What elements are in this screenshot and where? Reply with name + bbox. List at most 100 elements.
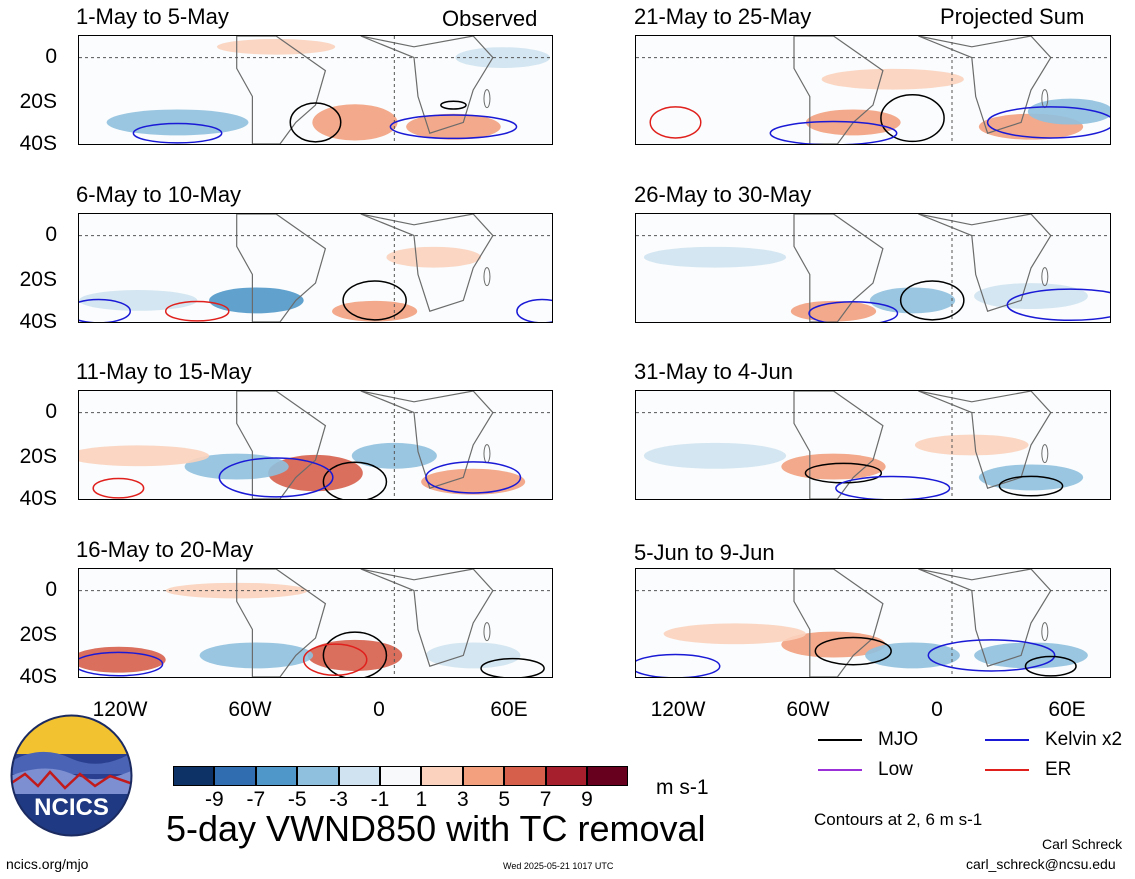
- legend-line-kelvin: [985, 739, 1029, 741]
- anomaly-shading: [79, 445, 210, 467]
- lon-label-60w: 60W: [228, 698, 272, 721]
- wave-contour: [389, 114, 518, 140]
- anomaly-shading: [643, 246, 787, 268]
- colorbar-swatch: [255, 766, 298, 786]
- map-panel-left-4: [78, 568, 553, 678]
- anomaly-shading: [663, 623, 806, 645]
- wave-contour: [132, 122, 223, 144]
- legend-line-mjo: [818, 739, 862, 741]
- south-america-coastline: [236, 391, 327, 499]
- anomaly-shading: [79, 646, 166, 673]
- legend-label-mjo: MJO: [878, 729, 919, 750]
- wave-contour: [835, 475, 951, 499]
- colorbar-tick-label: -7: [246, 788, 266, 811]
- panel-title-right-4: 5-Jun to 9-Jun: [634, 540, 775, 565]
- lat-label-40s: 40S: [19, 310, 57, 333]
- madagascar-coastline: [1041, 444, 1049, 464]
- wave-contour: [1006, 288, 1110, 322]
- map-panel-right-2: [635, 213, 1111, 323]
- panel-title-left-4: 16-May to 20-May: [76, 537, 254, 562]
- wave-contour: [480, 657, 545, 677]
- colorbar-swatch: [173, 766, 215, 786]
- panel-title-left-1: 1-May to 5-May: [76, 4, 229, 29]
- wave-contour: [425, 461, 522, 494]
- panel-title-right-1: 21-May to 25-May: [634, 4, 812, 29]
- colorbar-tick-label: -9: [205, 788, 224, 811]
- lat-label-20s: 20S: [19, 445, 57, 468]
- africa-coastline: [918, 391, 1052, 489]
- observed-label: Observed: [442, 6, 538, 31]
- colorbar-swatch: [214, 766, 256, 786]
- wave-contour: [649, 106, 702, 139]
- lat-label-40s: 40S: [19, 487, 57, 510]
- anomaly-shading: [914, 434, 1029, 456]
- south-america-coastline: [236, 569, 327, 677]
- anomaly-shading: [406, 113, 501, 140]
- main-title: 5-day VWND850 with TC removal: [166, 808, 706, 849]
- lat-label-40s: 40S: [19, 132, 57, 155]
- footer-email[interactable]: carl_schreck@ncsu.edu: [966, 856, 1116, 872]
- wave-contour: [302, 643, 368, 677]
- ncics-logo-graphic: [10, 714, 133, 837]
- wave-contour: [440, 100, 467, 110]
- anomaly-shading: [643, 442, 787, 469]
- wave-contour: [516, 298, 552, 322]
- legend-line-low: [818, 769, 862, 771]
- wave-contour: [92, 477, 145, 499]
- wave-contour: [322, 461, 388, 499]
- anomaly-shading: [351, 442, 437, 469]
- panel-title-right-3: 31-May to 4-Jun: [634, 359, 793, 384]
- africa-coastline: [918, 36, 1052, 134]
- lon-label-60e: 60E: [1048, 698, 1086, 721]
- wave-contour: [880, 94, 945, 143]
- madagascar-coastline: [483, 444, 491, 464]
- colorbar-tick-label: 7: [539, 788, 552, 811]
- anomaly-shading: [216, 39, 336, 55]
- map-panel-right-1: [635, 35, 1111, 145]
- legend-label-low: Low: [878, 759, 913, 780]
- colorbar-tick-label: 1: [415, 788, 428, 811]
- madagascar-coastline: [483, 622, 491, 642]
- anomaly-shading: [821, 68, 964, 90]
- anomaly-shading: [455, 47, 551, 68]
- africa-coastline: [918, 569, 1052, 667]
- anomaly-shading: [386, 246, 482, 268]
- lat-label-0: 0: [45, 223, 57, 246]
- ncics-logo-text: NCICS: [34, 794, 109, 821]
- colorbar-swatch: [504, 766, 546, 786]
- map-panel-left-1: [78, 35, 553, 145]
- colorbar-tick-label: 9: [581, 788, 593, 811]
- lat-label-0: 0: [45, 400, 57, 423]
- colorbar-swatch: [587, 766, 629, 786]
- legend-label-kelvin: Kelvin x2: [1045, 729, 1123, 750]
- projected-sum-label: Projected Sum: [940, 4, 1085, 29]
- legend-label-er: ER: [1045, 759, 1072, 780]
- contour-note: Contours at 2, 6 m s-1: [814, 810, 983, 829]
- footer-author: Carl Schreck: [1042, 836, 1123, 852]
- wave-contour: [808, 300, 899, 322]
- anomaly-shading: [974, 283, 1088, 310]
- colorbar-swatch: [338, 766, 380, 786]
- south-america-coastline: [236, 36, 327, 144]
- anomaly-shading: [421, 468, 526, 495]
- wave-contour: [289, 102, 342, 143]
- wave-contour: [998, 475, 1064, 497]
- panel-title-left-2: 6-May to 10-May: [76, 182, 242, 207]
- madagascar-coastline: [483, 89, 491, 109]
- map-svg: [636, 391, 1110, 499]
- lon-label-120w: 120W: [650, 698, 706, 721]
- africa-coastline: [360, 214, 494, 312]
- colorbar-swatch: [545, 766, 587, 786]
- anomaly-shading: [332, 300, 418, 322]
- colorbar-tick-label: 3: [456, 788, 469, 811]
- anomaly-shading: [184, 453, 289, 480]
- footer-url[interactable]: ncics.org/mjo: [6, 856, 89, 872]
- wave-contour: [986, 106, 1110, 139]
- lon-label-60e: 60E: [490, 698, 528, 721]
- anomaly-shading: [781, 453, 886, 480]
- panel-title-left-3: 11-May to 15-May: [76, 359, 252, 384]
- madagascar-coastline: [483, 267, 491, 287]
- africa-coastline: [918, 214, 1052, 312]
- anomaly-shading: [79, 290, 198, 311]
- colorbar-swatch: [421, 766, 463, 786]
